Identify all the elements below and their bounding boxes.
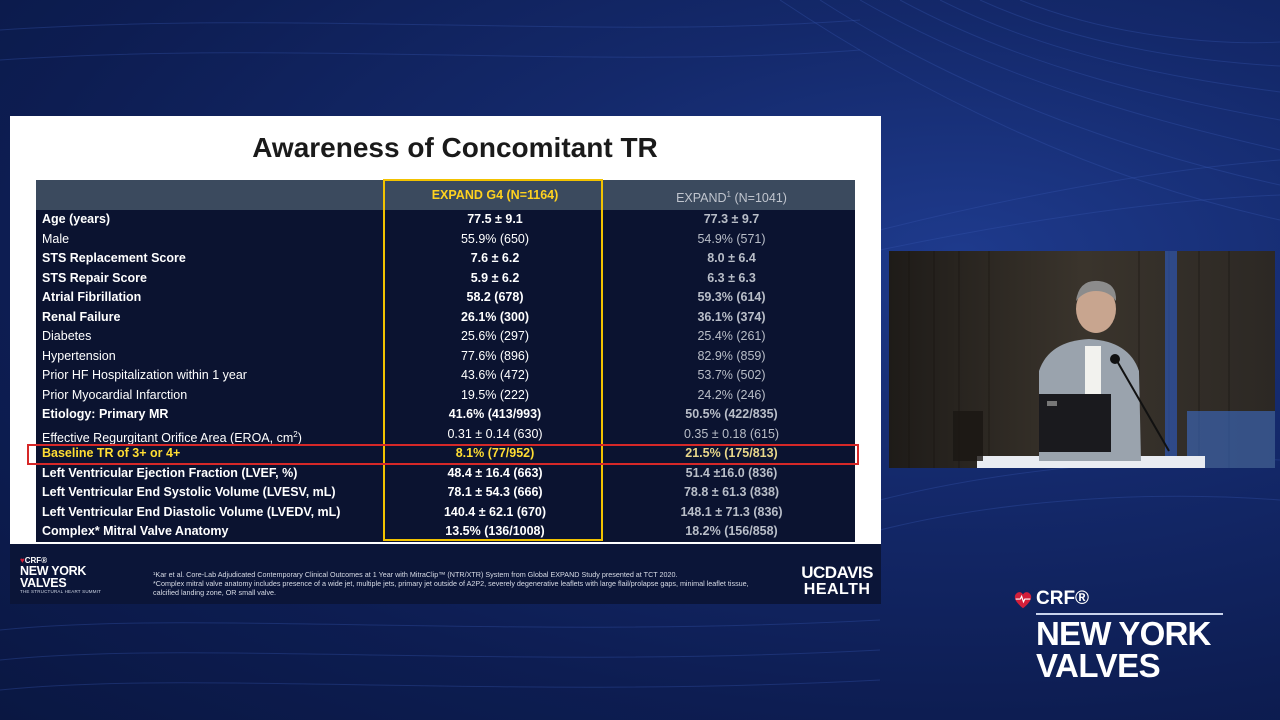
expand-value: 59.3% (614) (697, 290, 766, 304)
expand-value: 25.4% (261) (697, 329, 766, 343)
row-label: Hypertension (42, 348, 116, 363)
table-row: Etiology: Primary MR 41.6% (413/993) 50.5%… (36, 405, 855, 425)
slide-footer: ♥CRF® NEW YORK VALVES THE STRUCTURAL HEA… (10, 544, 881, 604)
expand-g4-value: 140.4 ± 62.1 (670) (443, 504, 547, 519)
expand-value: 6.3 ± 6.3 (707, 270, 756, 285)
expand-g4-value: 55.9% (650) (460, 231, 530, 246)
table-row: Left Ventricular End Systolic Volume (LV… (36, 483, 855, 503)
expand-g4-value: 7.6 ± 6.2 (470, 251, 520, 265)
expand-value: 21.5% (175/813) (685, 446, 778, 460)
brand-line-2: VALVES (1036, 647, 1161, 684)
expand-g4-value: 13.5% (136/1008) (445, 524, 545, 538)
table-row: STS Replacement Score 7.6 ± 6.2 8.0 ± 6.4 (36, 249, 855, 269)
speaker-video-feed (889, 251, 1275, 468)
expand-value: 82.9% (859) (697, 348, 766, 363)
brand-divider (1036, 613, 1223, 615)
crf-heart-icon (1014, 592, 1032, 609)
expand-g4-value: 77.6% (896) (460, 348, 530, 363)
row-label: Left Ventricular End Diastolic Volume (L… (42, 504, 341, 519)
table-row: Age (years) 77.5 ± 9.1 77.3 ± 9.7 (36, 210, 855, 230)
table-row: Complex* Mitral Valve Anatomy 13.5% (136/… (36, 522, 855, 542)
row-label: Complex* Mitral Valve Anatomy (42, 524, 229, 538)
expand-g4-value: 77.5 ± 9.1 (467, 212, 523, 226)
table-row: Left Ventricular Ejection Fraction (LVEF… (36, 464, 855, 484)
new-york-valves-logo-small: ♥CRF® NEW YORK VALVES THE STRUCTURAL HEA… (20, 556, 102, 594)
table-row: Diabetes 25.6% (297) 25.4% (261) (36, 327, 855, 347)
table-row: STS Repair Score 5.9 ± 6.2 6.3 ± 6.3 (36, 269, 855, 289)
expand-g4-value: 41.6% (413/993) (448, 407, 542, 421)
expand-value: 78.8 ± 61.3 (838) (683, 485, 780, 499)
expand-value: 148.1 ± 71.3 (836) (680, 504, 783, 519)
table-row: Renal Failure 26.1% (300) 36.1% (374) (36, 308, 855, 328)
table-row: Left Ventricular End Diastolic Volume (L… (36, 503, 855, 523)
table-header: EXPAND G4 (N=1164) EXPAND1 (N=1041) (36, 180, 855, 210)
speaker-image (889, 251, 1275, 468)
expand-g4-value: 58.2 (678) (466, 290, 524, 304)
slide-title: Awareness of Concomitant TR (252, 132, 658, 163)
table-row: Prior HF Hospitalization within 1 year 43… (36, 366, 855, 386)
table-row: Prior Myocardial Infarction 19.5% (222) 24… (36, 386, 855, 406)
expand-g4-value: 48.4 ± 16.4 (663) (447, 465, 543, 480)
expand-value: 24.2% (246) (697, 387, 766, 402)
footnotes: ¹Kar et al. Core-Lab Adjudicated Contemp… (153, 570, 749, 597)
expand-g4-value: 43.6% (472) (460, 368, 530, 382)
row-label: STS Replacement Score (42, 251, 186, 265)
table-row: Hypertension 77.6% (896) 82.9% (859) (36, 347, 855, 367)
brand-crf-text: CRF® (1036, 588, 1090, 609)
uc-davis-health-logo: UCDAVIS HEALTH (801, 563, 873, 598)
row-label: Renal Failure (42, 309, 121, 324)
header-expand: EXPAND1 (N=1041) (676, 190, 787, 206)
expand-value: 54.9% (571) (697, 231, 766, 246)
row-label: Etiology: Primary MR (42, 407, 169, 421)
row-label: Baseline TR of 3+ or 4+ (42, 446, 181, 460)
table-row-highlighted: Baseline TR of 3+ or 4+ 8.1% (77/952) 21.5… (36, 444, 855, 464)
expand-value: 36.1% (374) (697, 309, 766, 324)
row-label: Prior Myocardial Infarction (42, 387, 188, 402)
expand-g4-value: 5.9 ± 6.2 (470, 270, 520, 285)
row-label: Left Ventricular End Systolic Volume (LV… (42, 485, 336, 499)
expand-g4-value: 26.1% (300) (460, 309, 530, 324)
table-row: Male 55.9% (650) 54.9% (571) (36, 230, 855, 250)
row-label: Age (years) (42, 212, 111, 226)
row-label: STS Repair Score (42, 270, 147, 285)
comparison-table: EXPAND G4 (N=1164) EXPAND1 (N=1041) Age … (36, 180, 855, 542)
row-label: Effective Regurgitant Orifice Area (EROA… (42, 429, 302, 445)
expand-value: 8.0 ± 6.4 (707, 251, 756, 265)
expand-g4-value: 19.5% (222) (460, 387, 530, 402)
row-label: Atrial Fibrillation (42, 290, 142, 304)
table-row: Effective Regurgitant Orifice Area (EROA… (36, 425, 855, 445)
row-label: Prior HF Hospitalization within 1 year (42, 368, 247, 382)
header-expand-g4: EXPAND G4 (N=1164) (431, 188, 559, 202)
expand-g4-value: 0.31 ± 0.14 (630) (447, 426, 543, 441)
expand-value: 77.3 ± 9.7 (703, 212, 760, 226)
expand-g4-value: 78.1 ± 54.3 (666) (447, 485, 543, 499)
crf-heart-icon: ♥ (20, 556, 25, 565)
presentation-slide: Awareness of Concomitant TR EXPAND G4 (N… (10, 116, 881, 604)
expand-value: 18.2% (156/858) (685, 524, 778, 538)
expand-value: 53.7% (502) (697, 368, 766, 382)
brand-line-1: NEW YORK (1036, 615, 1211, 652)
expand-value: 51.4 ±16.0 (836) (685, 465, 778, 480)
row-label: Diabetes (42, 329, 92, 343)
expand-value: 0.35 ± 0.18 (615) (683, 426, 780, 441)
row-label: Left Ventricular Ejection Fraction (LVEF… (42, 465, 298, 480)
expand-value: 50.5% (422/835) (685, 407, 778, 421)
expand-g4-value: 8.1% (77/952) (455, 446, 535, 460)
row-label: Male (42, 231, 70, 246)
table-row: Atrial Fibrillation 58.2 (678) 59.3% (614) (36, 288, 855, 308)
expand-g4-value: 25.6% (297) (460, 329, 530, 343)
